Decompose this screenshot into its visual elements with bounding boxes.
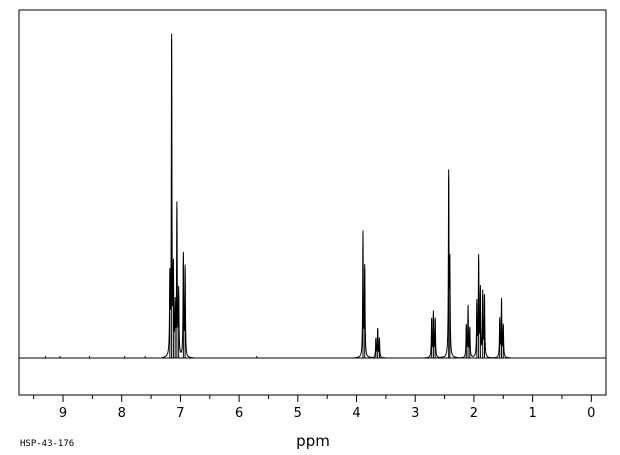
x-tick-label: 9 bbox=[59, 406, 67, 421]
x-tick-label: 7 bbox=[176, 406, 184, 421]
x-tick-label: 8 bbox=[118, 406, 126, 421]
spectrum-trace-group bbox=[19, 33, 606, 359]
x-tick-label: 6 bbox=[235, 406, 243, 421]
x-axis-ticks bbox=[33, 395, 592, 402]
x-axis-title: ppm bbox=[296, 432, 330, 450]
x-axis-tick-labels: 9 8 7 6 5 4 3 2 1 0 bbox=[59, 406, 596, 421]
x-tick-label: 1 bbox=[528, 406, 536, 421]
x-tick-label: 5 bbox=[294, 406, 302, 421]
x-tick-label: 4 bbox=[352, 406, 360, 421]
x-tick-label: 0 bbox=[587, 406, 595, 421]
plot-frame bbox=[18, 9, 607, 396]
x-tick-label: 2 bbox=[470, 406, 478, 421]
sample-id-label: HSP-43-176 bbox=[20, 439, 74, 449]
x-tick-label: 3 bbox=[411, 406, 419, 421]
spectrum-trace bbox=[19, 33, 606, 359]
peak-markers bbox=[44, 40, 504, 358]
